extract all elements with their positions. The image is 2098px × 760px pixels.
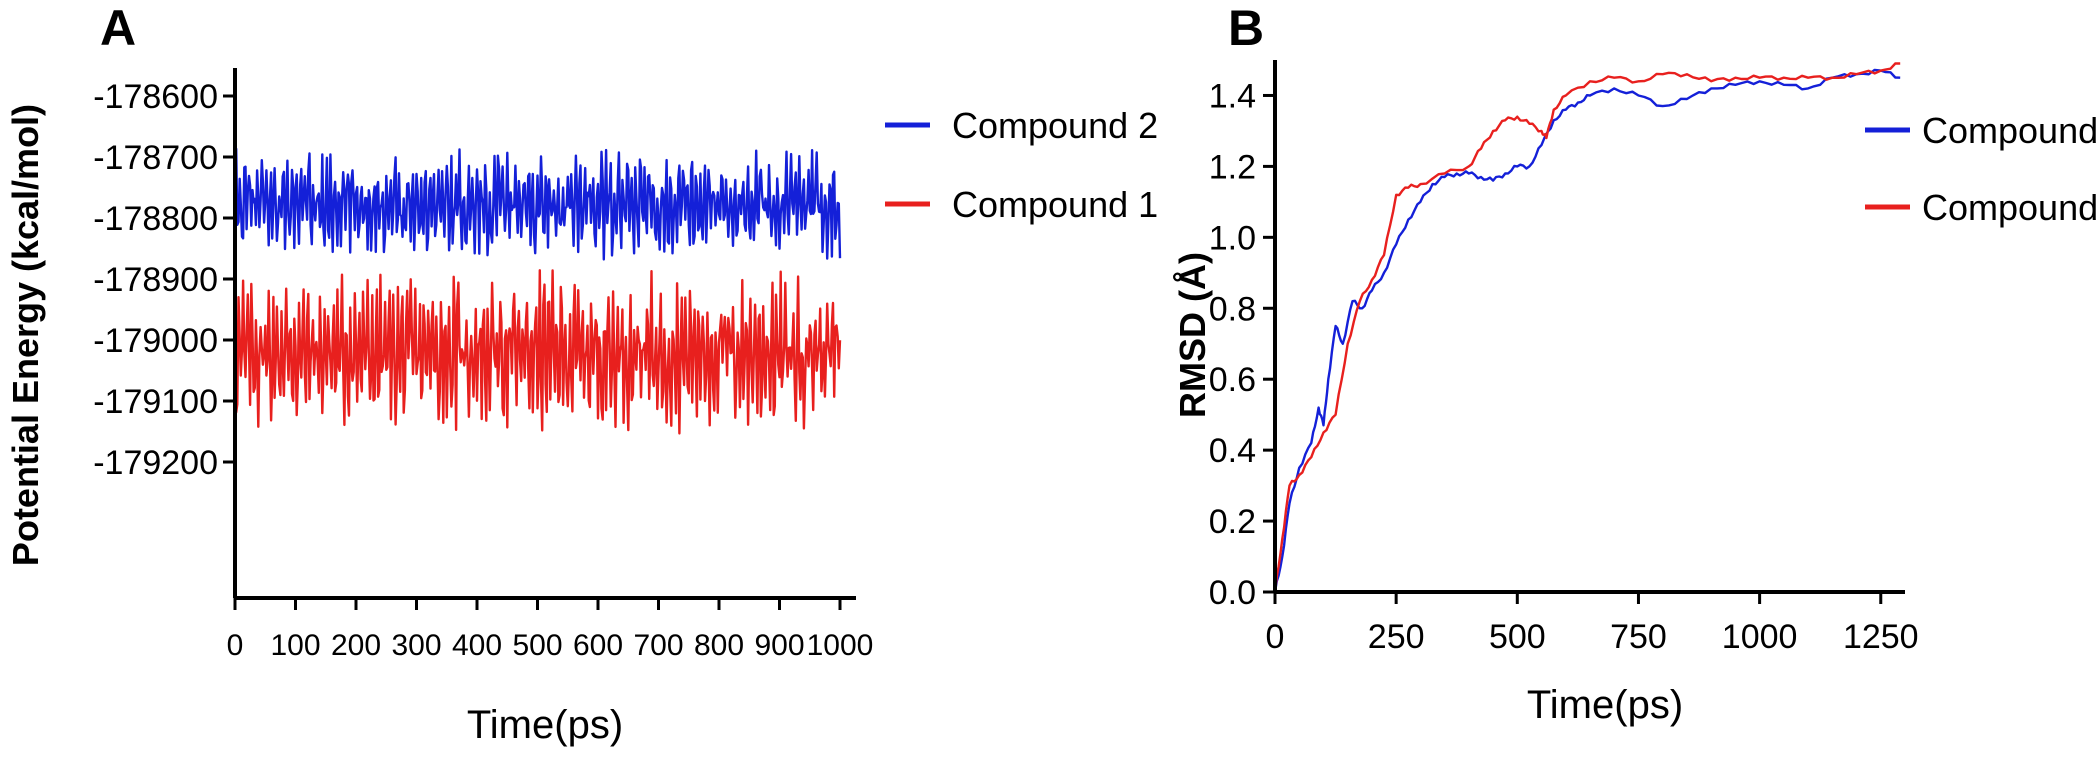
panel-a-y-tick-label: -178900 [93, 261, 218, 299]
panel-b-label: B [1228, 0, 1264, 56]
panel-b-series-line [1273, 62, 1901, 593]
panel-b-series [1273, 62, 1901, 593]
panel-a-x-tick-label: 600 [573, 629, 623, 662]
panel-a-y-tick-label: -179000 [93, 322, 218, 360]
panel-b-y-tick-label: 1.0 [1209, 219, 1256, 257]
panel-b-y-tick-label: 1.2 [1209, 148, 1256, 186]
panel-a-y-ticks: -178600 -178700 -178800 -178900 -179000 -1791… [93, 78, 235, 482]
panel-a-y-tick-label: -178700 [93, 139, 218, 177]
panel-b: B 0.0 0.2 0.4 0.6 0.8 1.0 1.2 1.4 0 250 500 750 100… [1172, 0, 2098, 727]
panel-a-y-tick-label: -179200 [93, 444, 218, 482]
panel-b-y-tick-label: 0.0 [1209, 574, 1256, 612]
panel-b-y-tick-label: 0.2 [1209, 503, 1256, 541]
panel-a-x-label: Time(ps) [467, 703, 623, 747]
panel-b-y-ticks: 0.0 0.2 0.4 0.6 0.8 1.0 1.2 1.4 [1209, 77, 1275, 612]
panel-a-x-tick-label: 300 [391, 629, 441, 662]
panel-a-y-tick-label: -179100 [93, 383, 218, 421]
panel-a-series [233, 147, 842, 435]
panel-b-y-tick-label: 0.6 [1209, 361, 1256, 399]
panel-b-y-tick-label: 0.8 [1209, 290, 1256, 328]
panel-a-x-tick-label: 900 [754, 629, 804, 662]
panel-b-series-line [1273, 68, 1901, 593]
panel-a-x-tick-label: 100 [270, 629, 320, 662]
panel-a-x-tick-label: 700 [633, 629, 683, 662]
panel-a-y-tick-label: -178800 [93, 200, 218, 238]
panel-a-x-tick-label: 500 [512, 629, 562, 662]
panel-b-x-tick-label: 1250 [1843, 618, 1919, 656]
panel-a-x-tick-label: 400 [452, 629, 502, 662]
panel-b-legend: Compound 2 Compound 1 [1865, 110, 2098, 228]
panel-a-series-line [233, 269, 842, 435]
panel-b-legend-label-compound-2: Compound 2 [1922, 110, 2098, 151]
panel-a-legend: Compound 2 Compound 1 [885, 105, 1158, 225]
panel-a-x-tick-label: 0 [227, 629, 244, 662]
panel-a-x-tick-label: 1000 [807, 629, 874, 662]
panel-a-y-tick-label: -178600 [93, 78, 218, 116]
panel-a-x-tick-label: 200 [331, 629, 381, 662]
panel-a-label: A [100, 0, 136, 56]
panel-b-x-tick-label: 1000 [1722, 618, 1798, 656]
panel-a-x-tick-label: 800 [694, 629, 744, 662]
panel-a-legend-label-compound-2: Compound 2 [952, 105, 1158, 146]
panel-b-y-label: RMSD (Å) [1172, 252, 1213, 418]
panel-b-legend-label-compound-1: Compound 1 [1922, 187, 2098, 228]
panel-b-y-tick-label: 1.4 [1209, 77, 1256, 115]
panel-a-legend-label-compound-1: Compound 1 [952, 184, 1158, 225]
panel-b-x-tick-label: 250 [1368, 618, 1425, 656]
panel-a: A -178600-178700-178800-178900-179000-17… [5, 0, 1158, 747]
panel-b-y-tick-label: 0.4 [1209, 432, 1256, 470]
panel-b-x-ticks: 0 250 500 750 1000 1250 [1266, 592, 1919, 656]
panel-b-x-label: Time(ps) [1527, 683, 1683, 727]
panel-b-x-tick-label: 500 [1489, 618, 1546, 656]
panel-b-x-tick-label: 750 [1610, 618, 1667, 656]
panel-a-y-label: Potential Energy (kcal/mol) [5, 104, 46, 566]
panel-a-x-ticks: 0 100 200 300 400 500 600 700 800 900 1000 [227, 598, 874, 662]
panel-b-x-tick-label: 0 [1266, 618, 1285, 656]
panel-a-series-line [233, 147, 842, 261]
